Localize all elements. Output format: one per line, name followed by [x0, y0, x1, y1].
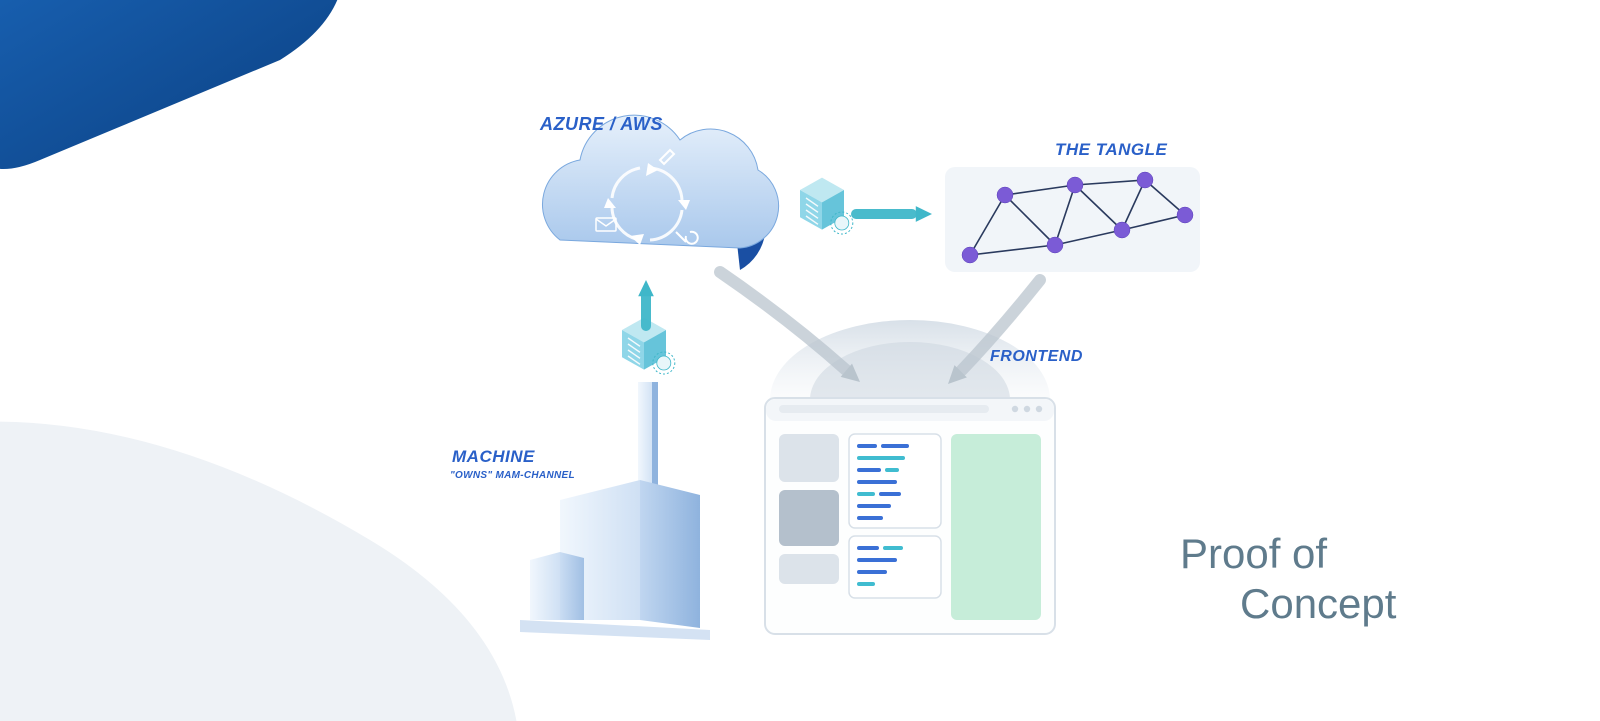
browser-block: [779, 490, 839, 546]
label-machine-sub: "OWNS" MAM-CHANNEL: [450, 470, 575, 481]
label-cloud: AZURE / AWS: [540, 114, 663, 135]
tangle-vertex: [1177, 207, 1193, 223]
browser-block: [779, 434, 839, 482]
browser-block: [779, 554, 839, 584]
window-dot-icon: [1024, 406, 1030, 412]
machine-node: [520, 382, 710, 640]
browser-block: [951, 434, 1041, 620]
frontend-node: [765, 398, 1055, 634]
tangle-node: [945, 167, 1200, 272]
title-line2: Concept: [1240, 580, 1396, 628]
tangle-vertex: [1137, 172, 1153, 188]
title-line1: Proof of: [1180, 530, 1327, 578]
tangle-vertex: [997, 187, 1013, 203]
cloud-to-frontend: [720, 272, 846, 370]
label-frontend: FRONTEND: [990, 348, 1083, 366]
tangle-vertex: [1067, 177, 1083, 193]
browser-block: [849, 536, 941, 598]
window-dot-icon: [1036, 406, 1042, 412]
label-machine: MACHINE: [452, 447, 535, 467]
cloud-node: [542, 115, 778, 270]
tangle-vertex: [1114, 222, 1130, 238]
tangle-vertex: [1047, 237, 1063, 253]
data-cube-icon: [800, 178, 853, 234]
tangle-vertex: [962, 247, 978, 263]
label-tangle: THE TANGLE: [1055, 140, 1167, 160]
window-dot-icon: [1012, 406, 1018, 412]
